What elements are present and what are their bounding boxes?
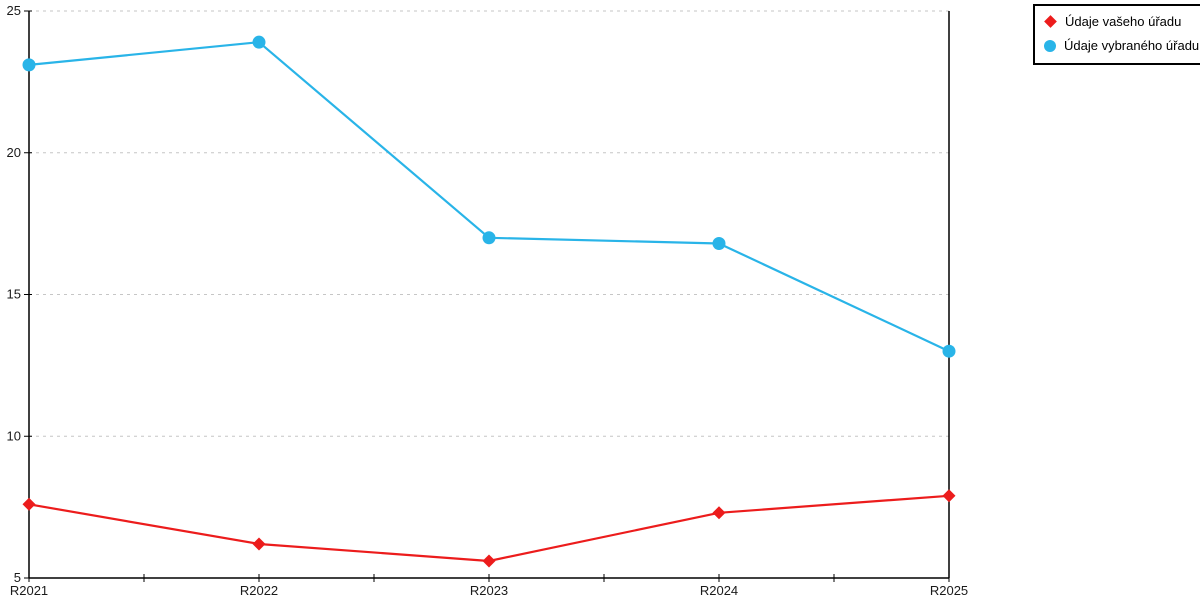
series-line (28, 494, 950, 563)
legend: Údaje vašeho úřadu Údaje vybraného úřadu (1033, 4, 1200, 65)
data-point-marker (712, 236, 726, 250)
y-tick-label: 5 (14, 570, 21, 585)
data-point-marker (942, 489, 956, 503)
y-tick-label: 20 (7, 145, 21, 160)
data-point-marker (482, 231, 496, 245)
data-point-marker (252, 35, 266, 49)
data-point-marker (942, 344, 956, 358)
x-tick-label: R2025 (930, 583, 968, 598)
data-point-marker (22, 58, 36, 72)
x-tick-label: R2024 (700, 583, 738, 598)
diamond-marker-icon (1044, 15, 1057, 28)
x-tick-label: R2021 (10, 583, 48, 598)
data-point-marker (482, 554, 496, 568)
x-tick-label: R2023 (470, 583, 508, 598)
y-tick-label: 10 (7, 428, 21, 443)
legend-item: Údaje vašeho úřadu (1044, 14, 1199, 29)
x-tick-label: R2022 (240, 583, 278, 598)
data-point-marker (712, 506, 726, 520)
series-line (28, 41, 950, 353)
y-tick-label: 15 (7, 287, 21, 302)
legend-label: Údaje vybraného úřadu (1064, 38, 1200, 53)
circle-marker-icon (1044, 39, 1056, 52)
data-point-marker (22, 497, 36, 511)
data-point-marker (252, 537, 266, 551)
legend-label: Údaje vašeho úřadu (1065, 14, 1182, 29)
y-tick-label: 25 (7, 3, 21, 18)
legend-item: Údaje vybraného úřadu (1044, 38, 1199, 53)
